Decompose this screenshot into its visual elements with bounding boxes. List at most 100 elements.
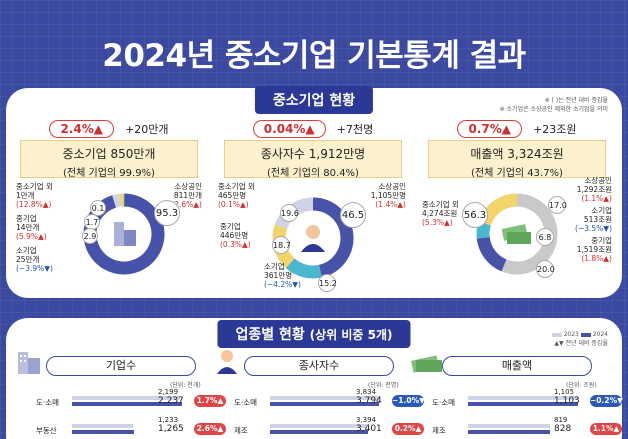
value-2024: 3,401 bbox=[356, 424, 382, 434]
label-medium: 중기업 14만개 (5.9%▲) bbox=[16, 214, 47, 241]
label-small: 소기업 513조원 (−3.5%▼) bbox=[575, 206, 612, 233]
donut-value-big: 46.5 bbox=[340, 202, 366, 228]
label-text: 중기업 bbox=[591, 236, 612, 245]
value-2023: 1,233 bbox=[158, 416, 179, 424]
bar-2023 bbox=[72, 396, 181, 400]
money-icon bbox=[501, 224, 531, 244]
headline: 중소기업 850만개 bbox=[62, 147, 156, 161]
label-non-sme: 중소기업 외 465만명 (0.1%▲) bbox=[218, 182, 255, 209]
building-icon bbox=[18, 352, 40, 374]
label-value: 1만개 bbox=[16, 191, 35, 200]
value-2024: 1,265 bbox=[158, 424, 184, 434]
category-tabs: 기업수 종사자수 매출액 bbox=[6, 350, 622, 380]
industry-row: 제조 3,394 3,401 0.2%▲ bbox=[234, 416, 424, 438]
bar-2023 bbox=[468, 396, 578, 400]
change-abs: +20만개 bbox=[125, 122, 169, 136]
label-text: 중소기업 외 bbox=[422, 200, 459, 209]
label-change: (2.6%▲) bbox=[171, 200, 202, 209]
money-icon bbox=[411, 355, 442, 373]
label-value: 465만명 bbox=[218, 191, 247, 200]
label-medium: 중기업 446만명 (0.3%▲) bbox=[220, 222, 251, 249]
notes: ※ ( )는 전년 대비 증감율 ※ 소기업은 소상공인 제외한 소기업을 의미 bbox=[500, 96, 608, 114]
industry-name: 도·소매 bbox=[234, 398, 258, 407]
worker-icon bbox=[217, 350, 237, 374]
industry-row: 도·소매 1,105 1,103 −0.2%▼ bbox=[432, 388, 623, 410]
label-value: 811만개 bbox=[173, 191, 202, 200]
label-value: 513조원 bbox=[583, 215, 612, 224]
change-badge: 0.7%▲ bbox=[457, 119, 522, 138]
label-change: (1.8%▲) bbox=[581, 254, 612, 263]
value-2023: 1,105 bbox=[554, 388, 575, 396]
industry-name: 도·소매 bbox=[36, 398, 60, 407]
label-text: 소기업 bbox=[264, 262, 285, 271]
change-badge: 0.04%▲ bbox=[252, 119, 326, 138]
unit-employees: (단위: 천명) bbox=[368, 382, 399, 389]
change-pill: 2.6%▲ bbox=[194, 423, 226, 435]
label-text: 소상공인 bbox=[174, 182, 202, 191]
label-value: 1,105만명 bbox=[370, 191, 406, 200]
change-row: 2.4%▲ +20만개 bbox=[14, 118, 204, 138]
donut-value-big: 95.3 bbox=[154, 200, 180, 226]
value-2023: 819 bbox=[554, 416, 568, 424]
donut-value-big: 56.3 bbox=[462, 202, 488, 228]
label-change: (1.1%▲) bbox=[581, 194, 612, 203]
share-text: (전체 기업의 80.4%) bbox=[267, 168, 359, 179]
bar-2024 bbox=[72, 430, 135, 434]
label-change: (−4.2%▼) bbox=[264, 280, 301, 289]
label-value: 446만명 bbox=[220, 231, 249, 240]
legend-years: 2023 2024 bbox=[551, 330, 608, 339]
page-title: 2024년 중소기업 기본통계 결과 bbox=[102, 38, 526, 74]
label-value: 1,519조원 bbox=[576, 245, 612, 254]
bar-2023 bbox=[468, 424, 550, 428]
donut-slice-3 bbox=[478, 193, 518, 226]
change-abs: +23조원 bbox=[533, 122, 577, 136]
building-icon bbox=[114, 222, 136, 246]
headline: 종사자수 1,912만명 bbox=[260, 147, 366, 161]
bar-2024 bbox=[468, 402, 578, 406]
unit-enterprises: (단위: 천개) bbox=[170, 382, 201, 389]
label-value: 361만명 bbox=[264, 271, 293, 280]
section-tag-industry: 업종별 현황 (상위 비중 5개) bbox=[217, 320, 411, 348]
label-text: 중소기업 외 bbox=[218, 182, 255, 191]
tab-enterprises: 기업수 bbox=[46, 356, 196, 376]
label-small: 소기업 361만명 (−4.2%▼) bbox=[264, 262, 301, 289]
label-value: 1,292조원 bbox=[576, 185, 612, 194]
headline-box: 중소기업 850만개 (전체 기업의 99.9%) bbox=[20, 140, 198, 179]
label-micro: 소상공인 1,105만명 (1.4%▲) bbox=[371, 182, 406, 209]
card-employees: 0.04%▲ +7천명 종사자수 1,912만명 (전체 기업의 80.4%) … bbox=[218, 118, 408, 296]
value-2024: 1,103 bbox=[554, 396, 580, 406]
change-pill: −1.0%▼ bbox=[392, 395, 425, 407]
section-tag-sme-status: 중소기업 현황 bbox=[254, 86, 374, 114]
change-pill: 0.2%▲ bbox=[392, 423, 424, 435]
share-text: (전체 기업의 99.9%) bbox=[63, 168, 155, 179]
section-tag-main: 업종별 현황 bbox=[235, 327, 305, 343]
industry-name: 제조 bbox=[234, 426, 248, 435]
label-text: 중기업 bbox=[16, 214, 37, 223]
share-text: (전체 기업의 43.7%) bbox=[471, 168, 563, 179]
label-text: 소상공인 bbox=[378, 182, 406, 191]
donut-slice-1 bbox=[285, 258, 322, 279]
headline: 매출액 3,324조원 bbox=[470, 147, 564, 161]
bar-2024 bbox=[72, 402, 182, 406]
industry-row: 도·소매 2,199 2,237 1.7%▲ bbox=[36, 388, 226, 410]
donut-value-s3: 20.0 bbox=[536, 260, 555, 278]
donut-slice-2 bbox=[476, 221, 491, 239]
label-value: 4,274조원 bbox=[422, 209, 458, 218]
industry-row: 도·소매 3,834 3,794 −1.0%▼ bbox=[234, 388, 425, 410]
bar-2024 bbox=[270, 430, 368, 434]
donut-slice-1 bbox=[476, 236, 507, 272]
change-row: 0.04%▲ +7천명 bbox=[218, 118, 408, 138]
industry-name: 제조 bbox=[432, 426, 446, 435]
change-row: 0.7%▲ +23조원 bbox=[422, 118, 612, 138]
legend-swatch-2024 bbox=[580, 332, 591, 337]
change-pill: 1.7%▲ bbox=[194, 395, 226, 407]
industry-name: 부동산 bbox=[36, 426, 57, 435]
note-1: ※ ( )는 전년 대비 증감율 bbox=[544, 97, 608, 104]
label-change: (12.8%▲) bbox=[16, 200, 52, 209]
label-small: 소기업 25만개 (−3.9%▼) bbox=[16, 246, 53, 273]
donut-chart: 중소기업 외 1만개 (12.8%▲) 중기업 14만개 (5.9%▲) 소기업 25만개… bbox=[14, 182, 204, 296]
bar-2023 bbox=[270, 424, 368, 428]
value-2024: 2,237 bbox=[158, 396, 184, 406]
legend-2024: 2024 bbox=[592, 331, 608, 338]
label-non-sme: 중소기업 외 1만개 (12.8%▲) bbox=[16, 182, 53, 209]
